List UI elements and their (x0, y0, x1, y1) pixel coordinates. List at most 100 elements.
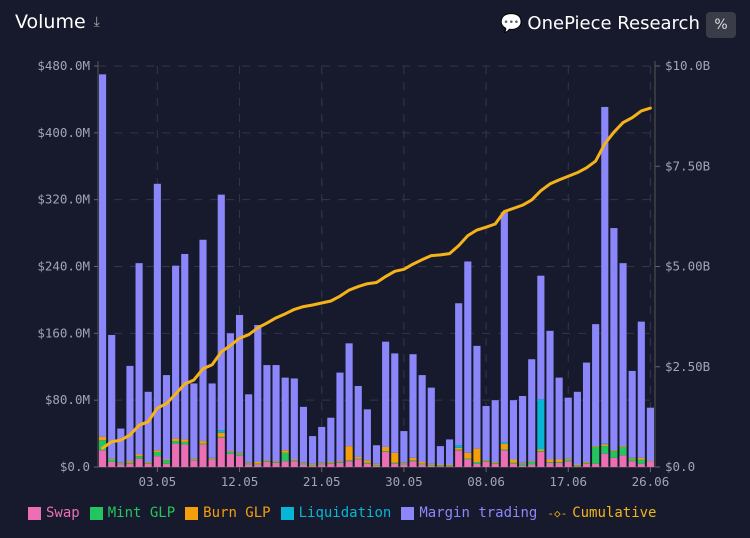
y2-tick-label: $5.00B (665, 259, 710, 274)
bar-burn-glp (235, 452, 244, 454)
bar-liquidation (455, 445, 463, 448)
bar-mint-glp (254, 463, 262, 465)
bar-margin-trading (491, 400, 499, 462)
bar-margin-trading (153, 183, 161, 451)
bar-mint-glp (345, 460, 353, 462)
bar-margin-trading (500, 212, 508, 442)
bar-burn-glp (592, 446, 600, 447)
x-tick-label: 08.06 (467, 474, 505, 489)
percent-toggle-button[interactable]: % (706, 12, 736, 38)
chart-title-text: Volume (15, 11, 86, 33)
bar-burn-glp (208, 457, 216, 459)
bar-mint-glp (418, 463, 426, 465)
bar-burn-glp (281, 450, 289, 453)
bar-mint-glp (537, 451, 545, 452)
bar-margin-trading (208, 383, 216, 458)
bar-mint-glp (564, 459, 572, 462)
bar-mint-glp (519, 463, 527, 466)
bar-margin-trading (363, 409, 371, 461)
bar-swap (628, 461, 636, 467)
bar-burn-glp (382, 446, 390, 452)
bar-mint-glp (354, 458, 362, 460)
bar-mint-glp (190, 459, 198, 461)
y-tick-label: $320.0M (37, 192, 90, 207)
cumulative-line (101, 106, 652, 450)
bar-mint-glp (445, 465, 454, 467)
bar-swap (619, 455, 627, 467)
bar-burn-glp (135, 454, 143, 457)
bar-burn-glp (126, 461, 134, 463)
x-tick-label: 30.05 (385, 474, 423, 489)
bar-swap (610, 457, 618, 467)
bar-margin-trading (318, 426, 326, 463)
bar-mint-glp (281, 452, 289, 462)
bar-margin-trading (555, 377, 563, 460)
bar-burn-glp (601, 444, 609, 447)
legend-item-burn-glp[interactable]: Burn GLP (185, 505, 271, 521)
bar-margin-trading (254, 324, 262, 462)
bar-margin-trading (637, 321, 645, 458)
bar-swap (190, 460, 198, 467)
bar-margin-trading (235, 314, 244, 453)
download-icon[interactable]: ⤓ (93, 14, 100, 30)
bar-margin-trading (372, 445, 381, 464)
bar-burn-glp (500, 443, 508, 450)
bar-burn-glp (162, 459, 171, 461)
bar-burn-glp (445, 464, 454, 466)
bar-margin-trading (628, 370, 636, 458)
x-tick-label: 17.06 (549, 474, 587, 489)
bar-burn-glp (117, 462, 125, 464)
bar-swap (400, 464, 408, 467)
legend-label: Liquidation (298, 505, 392, 521)
bar-burn-glp (528, 461, 536, 462)
bar-mint-glp (208, 458, 216, 460)
legend-label: Swap (46, 505, 80, 521)
bar-margin-trading (391, 353, 399, 453)
bar-mint-glp (290, 460, 298, 462)
bar-burn-glp (427, 463, 435, 465)
bar-mint-glp (245, 463, 253, 465)
bar-burn-glp (226, 451, 234, 452)
bar-margin-trading (117, 428, 125, 463)
bar-mint-glp (162, 460, 171, 464)
bar-swap (409, 461, 417, 467)
legend-item-mint-glp[interactable]: Mint GLP (89, 505, 176, 521)
bar-swap (327, 463, 335, 467)
bar-margin-trading (190, 383, 198, 459)
bar-mint-glp (628, 458, 636, 462)
bar-burn-glp (290, 459, 298, 461)
bar-margin-trading (564, 397, 572, 459)
bar-margin-trading (409, 354, 417, 458)
bar-margin-trading (172, 265, 180, 439)
bar-swap (235, 455, 244, 467)
bar-margin-trading (345, 343, 353, 447)
bar-mint-glp (592, 446, 600, 464)
bar-margin-trading (108, 335, 116, 459)
bar-swap (108, 461, 116, 467)
bar-margin-trading (309, 436, 317, 464)
bar-burn-glp (263, 460, 271, 462)
bar-swap (318, 464, 326, 467)
legend-item-liquidation[interactable]: Liquidation (280, 505, 392, 521)
bar-margin-trading (199, 239, 207, 442)
bar-margin-trading (619, 263, 627, 447)
legend-label: Mint GLP (107, 505, 176, 521)
legend-item-margin-trading[interactable]: Margin trading (401, 505, 537, 521)
bar-margin-trading (281, 377, 289, 451)
y2-tick-label: $2.50B (665, 359, 710, 374)
legend-swatch: -◇- (547, 506, 568, 520)
bar-swap (181, 444, 189, 467)
bar-mint-glp (400, 463, 408, 465)
bar-burn-glp (509, 459, 518, 463)
bar-swap (226, 453, 234, 467)
bar-liquidation (537, 399, 545, 450)
bar-swap (455, 450, 463, 467)
bar-mint-glp (299, 463, 308, 465)
bar-swap (281, 461, 289, 467)
bar-swap (254, 464, 262, 467)
bar-burn-glp (637, 457, 645, 460)
bar-margin-trading (418, 375, 426, 462)
legend-item-swap[interactable]: Swap (28, 505, 80, 521)
bar-margin-trading (519, 395, 527, 463)
legend-item-cumulative[interactable]: -◇- Cumulative (547, 505, 656, 521)
